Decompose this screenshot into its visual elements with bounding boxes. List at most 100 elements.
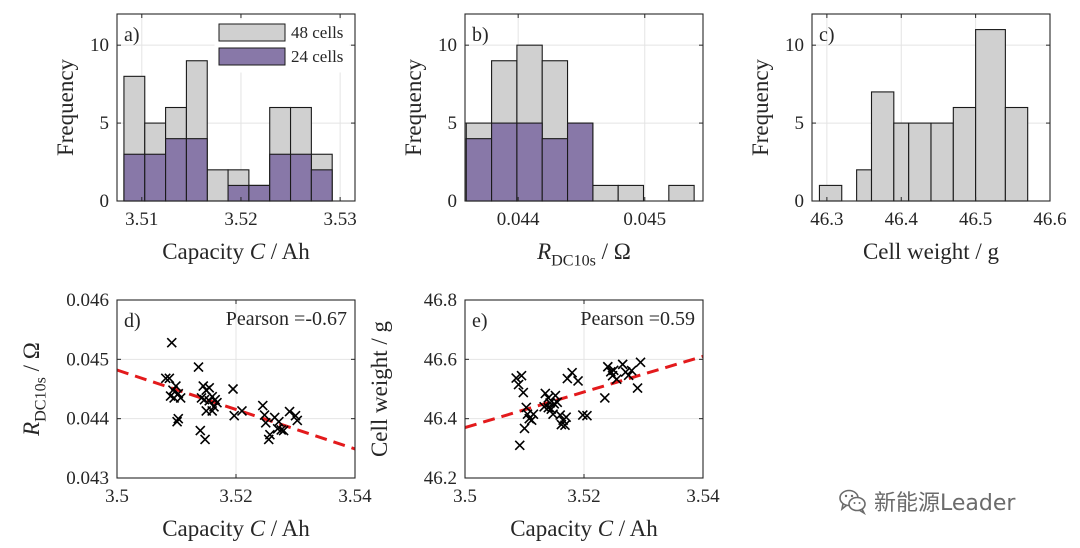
tick-label-x: 0.045: [623, 209, 666, 230]
scatter-point: [519, 423, 530, 434]
point-stroke: [611, 374, 622, 385]
point-stroke: [518, 387, 529, 398]
tick-label-y: 10: [785, 35, 804, 56]
scatter-point: [602, 361, 613, 372]
point-stroke: [260, 417, 271, 428]
point-stroke: [549, 398, 560, 409]
point-stroke: [540, 388, 551, 399]
histogram-bar: [952, 106, 977, 202]
histogram-bar: [144, 153, 167, 202]
histogram-bar: [668, 184, 695, 202]
panel-label: a): [124, 24, 140, 46]
point-stroke: [626, 365, 637, 376]
scatter-point: [549, 398, 560, 409]
x-axis-label: RDC10s / Ω: [536, 239, 631, 269]
tick-label-y: 10: [90, 35, 109, 56]
watermark-text: 新能源Leader: [874, 491, 1016, 516]
scatter-point: [195, 425, 206, 436]
point-stroke: [519, 423, 530, 434]
scatter-point: [577, 410, 588, 421]
scatter-point: [257, 400, 268, 411]
point-stroke: [632, 383, 643, 394]
point-stroke: [581, 410, 593, 421]
point-stroke: [272, 423, 283, 434]
point-stroke: [539, 401, 550, 412]
scatter-point: [284, 406, 295, 417]
tick-label-y: 0: [795, 191, 805, 212]
point-stroke: [290, 410, 301, 421]
x-axis-label: Capacity C / Ah: [162, 516, 310, 541]
scatter-point: [170, 380, 181, 392]
tick-label-y: 5: [100, 113, 110, 134]
scatter-point: [550, 390, 561, 401]
tick-label-y: 0.046: [66, 290, 109, 311]
histogram-bar: [617, 184, 645, 202]
panel-label: e): [472, 310, 488, 332]
scatter-point: [164, 373, 175, 384]
scatter-point: [623, 370, 634, 381]
scatter-point: [608, 365, 619, 376]
scatter-point: [635, 357, 646, 368]
point-stroke: [173, 388, 184, 399]
panel-label: b): [472, 24, 489, 46]
point-stroke: [617, 359, 628, 370]
histogram-bar: [541, 138, 569, 202]
point-stroke: [292, 415, 303, 426]
scatter-point: [559, 420, 571, 431]
y-axis-label: Frequency: [748, 58, 773, 156]
point-stroke: [170, 380, 181, 392]
point-stroke: [236, 405, 248, 417]
point-stroke: [165, 391, 176, 402]
point-stroke: [543, 392, 554, 403]
point-stroke: [623, 370, 634, 381]
point-stroke: [572, 375, 584, 387]
scatter-point: [292, 415, 303, 426]
fit-line: [116, 368, 356, 451]
scatter-point: [227, 383, 239, 395]
panel-label: c): [819, 24, 835, 46]
histogram-bar: [227, 184, 250, 202]
point-stroke: [273, 416, 284, 427]
scatter-point: [572, 375, 584, 387]
point-stroke: [278, 425, 289, 436]
point-stroke: [602, 361, 613, 372]
legend-swatch: [218, 23, 286, 42]
scatter-point: [540, 388, 551, 399]
watermark: 新能源Leader: [838, 486, 1015, 516]
scatter-point: [611, 374, 622, 385]
point-stroke: [172, 416, 183, 427]
point-stroke: [635, 357, 646, 368]
point-stroke: [552, 397, 563, 408]
tick-label-y: 0.045: [66, 349, 109, 370]
point-stroke: [173, 413, 184, 424]
scatter-point: [173, 413, 184, 424]
tick-label-y: 10: [438, 35, 457, 56]
tick-label-x: 3.5: [105, 486, 129, 507]
tick-label-y: 5: [448, 113, 458, 134]
histogram-bar: [516, 122, 543, 202]
pearson-annotation: Pearson =0.59: [580, 308, 695, 330]
histogram-bar: [248, 184, 271, 202]
histogram-bar: [856, 169, 873, 202]
tick-label-x: 46.5: [959, 209, 992, 230]
histogram-bar: [310, 169, 333, 202]
scatter-point: [516, 370, 527, 381]
point-stroke: [511, 372, 522, 384]
scatter-point: [513, 379, 524, 390]
histogram-bar: [123, 153, 146, 202]
scatter-point: [199, 434, 211, 445]
histogram-bar: [491, 122, 518, 202]
scatter-point: [204, 382, 215, 393]
tick-label-x: 46.4: [885, 209, 919, 230]
x-axis-label: Capacity C / Ah: [162, 239, 310, 264]
histogram-bar: [818, 184, 843, 202]
histogram-bar: [566, 122, 594, 202]
tick-label-x: 3.5: [453, 486, 477, 507]
scatter-point: [172, 416, 183, 427]
point-stroke: [528, 409, 539, 420]
wechat-icon: [839, 489, 866, 516]
scatter-point: [193, 361, 204, 373]
scatter-point: [260, 417, 271, 428]
scatter-point: [273, 416, 284, 427]
